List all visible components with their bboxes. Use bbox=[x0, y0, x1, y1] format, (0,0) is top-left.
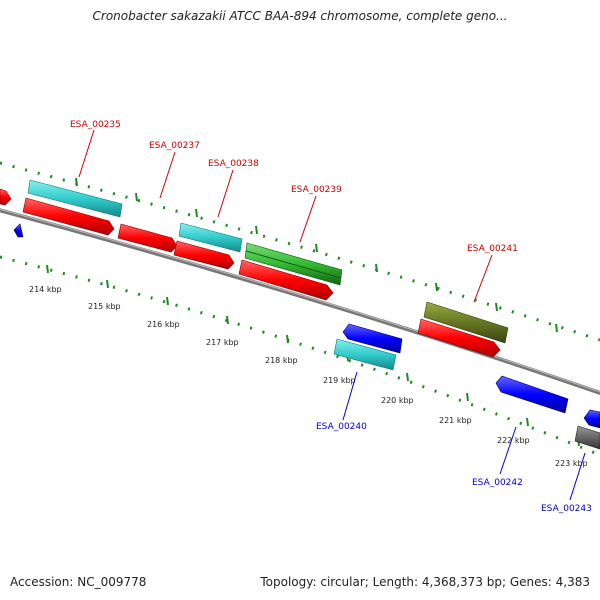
outer-tick bbox=[195, 208, 198, 218]
major-tick bbox=[226, 315, 229, 325]
tick-label-216: 216 kbp bbox=[147, 320, 180, 329]
tick-label-223: 223 kbp bbox=[555, 459, 588, 468]
outer-tick bbox=[135, 192, 138, 202]
accession-text: Accession: NC_009778 bbox=[10, 575, 147, 589]
outer-tick bbox=[315, 243, 318, 253]
chromosome-backbone bbox=[0, 208, 600, 396]
tick-label-221: 221 kbp bbox=[439, 416, 472, 425]
outer-tick bbox=[495, 302, 498, 312]
cds-red-d[interactable] bbox=[238, 259, 334, 301]
major-tick bbox=[286, 334, 289, 344]
chromosome-backbone-highlight bbox=[0, 208, 600, 393]
leader-00242 bbox=[499, 426, 517, 475]
leader-00240 bbox=[342, 371, 358, 421]
major-tick bbox=[526, 417, 529, 427]
major-tick bbox=[466, 392, 469, 402]
leader-00235 bbox=[78, 129, 95, 178]
tick-label-219: 219 kbp bbox=[323, 376, 356, 385]
leader-00237 bbox=[159, 151, 176, 199]
leader-00241 bbox=[473, 254, 493, 303]
outer-tick bbox=[75, 177, 78, 187]
tick-label-222: 222 kbp bbox=[497, 436, 530, 445]
reverse-gene-labels[interactable]: ESA_00240 ESA_00242 ESA_00243 bbox=[316, 422, 592, 514]
map-title: Cronobacter sakazakii ATCC BAA-894 chrom… bbox=[92, 9, 508, 23]
major-tick bbox=[166, 296, 169, 306]
forward-gene-labels[interactable]: ESA_00235 ESA_00237 ESA_00238 ESA_00239 … bbox=[70, 120, 518, 254]
cds-blue-a[interactable] bbox=[342, 323, 403, 354]
major-tick bbox=[106, 279, 109, 289]
cds-cyan-00235[interactable] bbox=[27, 179, 123, 218]
cds-red-a[interactable] bbox=[22, 197, 115, 236]
reverse-label-leaders bbox=[342, 371, 586, 501]
cds-gray-edge[interactable] bbox=[574, 425, 600, 450]
scale-labels: 214 kbp 215 kbp 216 kbp 217 kbp 218 kbp … bbox=[29, 285, 588, 468]
leader-00238 bbox=[217, 169, 234, 218]
cds-cyan-00238[interactable] bbox=[178, 222, 243, 253]
label-esa-00240: ESA_00240 bbox=[316, 422, 367, 432]
outer-tick bbox=[255, 225, 258, 235]
cds-olive-00241[interactable] bbox=[423, 301, 509, 344]
cds-red-c[interactable] bbox=[173, 240, 235, 270]
cds-blue-00242[interactable] bbox=[495, 375, 569, 414]
topology-text: Topology: circular; Length: 4,368,373 bp… bbox=[260, 575, 590, 589]
major-tick bbox=[406, 372, 409, 382]
label-esa-00238: ESA_00238 bbox=[208, 159, 259, 169]
label-esa-00243: ESA_00243 bbox=[541, 504, 592, 514]
tick-label-220: 220 kbp bbox=[381, 396, 414, 405]
cds-cyan-00240[interactable] bbox=[333, 338, 397, 371]
label-esa-00241: ESA_00241 bbox=[467, 244, 518, 254]
cds-blue-small[interactable] bbox=[13, 223, 24, 238]
tick-label-214: 214 kbp bbox=[29, 285, 62, 294]
cds-blue-00243[interactable] bbox=[583, 409, 600, 429]
inner-tick-ring bbox=[0, 255, 600, 457]
leader-00239 bbox=[299, 195, 317, 243]
forward-label-leaders bbox=[78, 129, 493, 303]
outer-tick bbox=[375, 263, 378, 273]
cds-red-e[interactable] bbox=[417, 318, 501, 358]
cds-green-00239[interactable] bbox=[244, 242, 343, 286]
label-esa-00237: ESA_00237 bbox=[149, 141, 200, 151]
cds-red-b[interactable] bbox=[117, 223, 178, 253]
tick-label-215: 215 kbp bbox=[88, 302, 121, 311]
label-esa-00235: ESA_00235 bbox=[70, 120, 121, 130]
leader-00243 bbox=[569, 452, 586, 501]
major-tick bbox=[46, 264, 49, 274]
outer-tick bbox=[435, 282, 438, 292]
label-esa-00242: ESA_00242 bbox=[472, 478, 523, 488]
tick-label-218: 218 kbp bbox=[265, 356, 298, 365]
cds-red-leftedge[interactable] bbox=[0, 188, 12, 206]
outer-major-ticks bbox=[75, 177, 558, 333]
outer-tick bbox=[555, 323, 558, 333]
tick-label-217: 217 kbp bbox=[206, 338, 239, 347]
label-esa-00239: ESA_00239 bbox=[291, 185, 342, 195]
